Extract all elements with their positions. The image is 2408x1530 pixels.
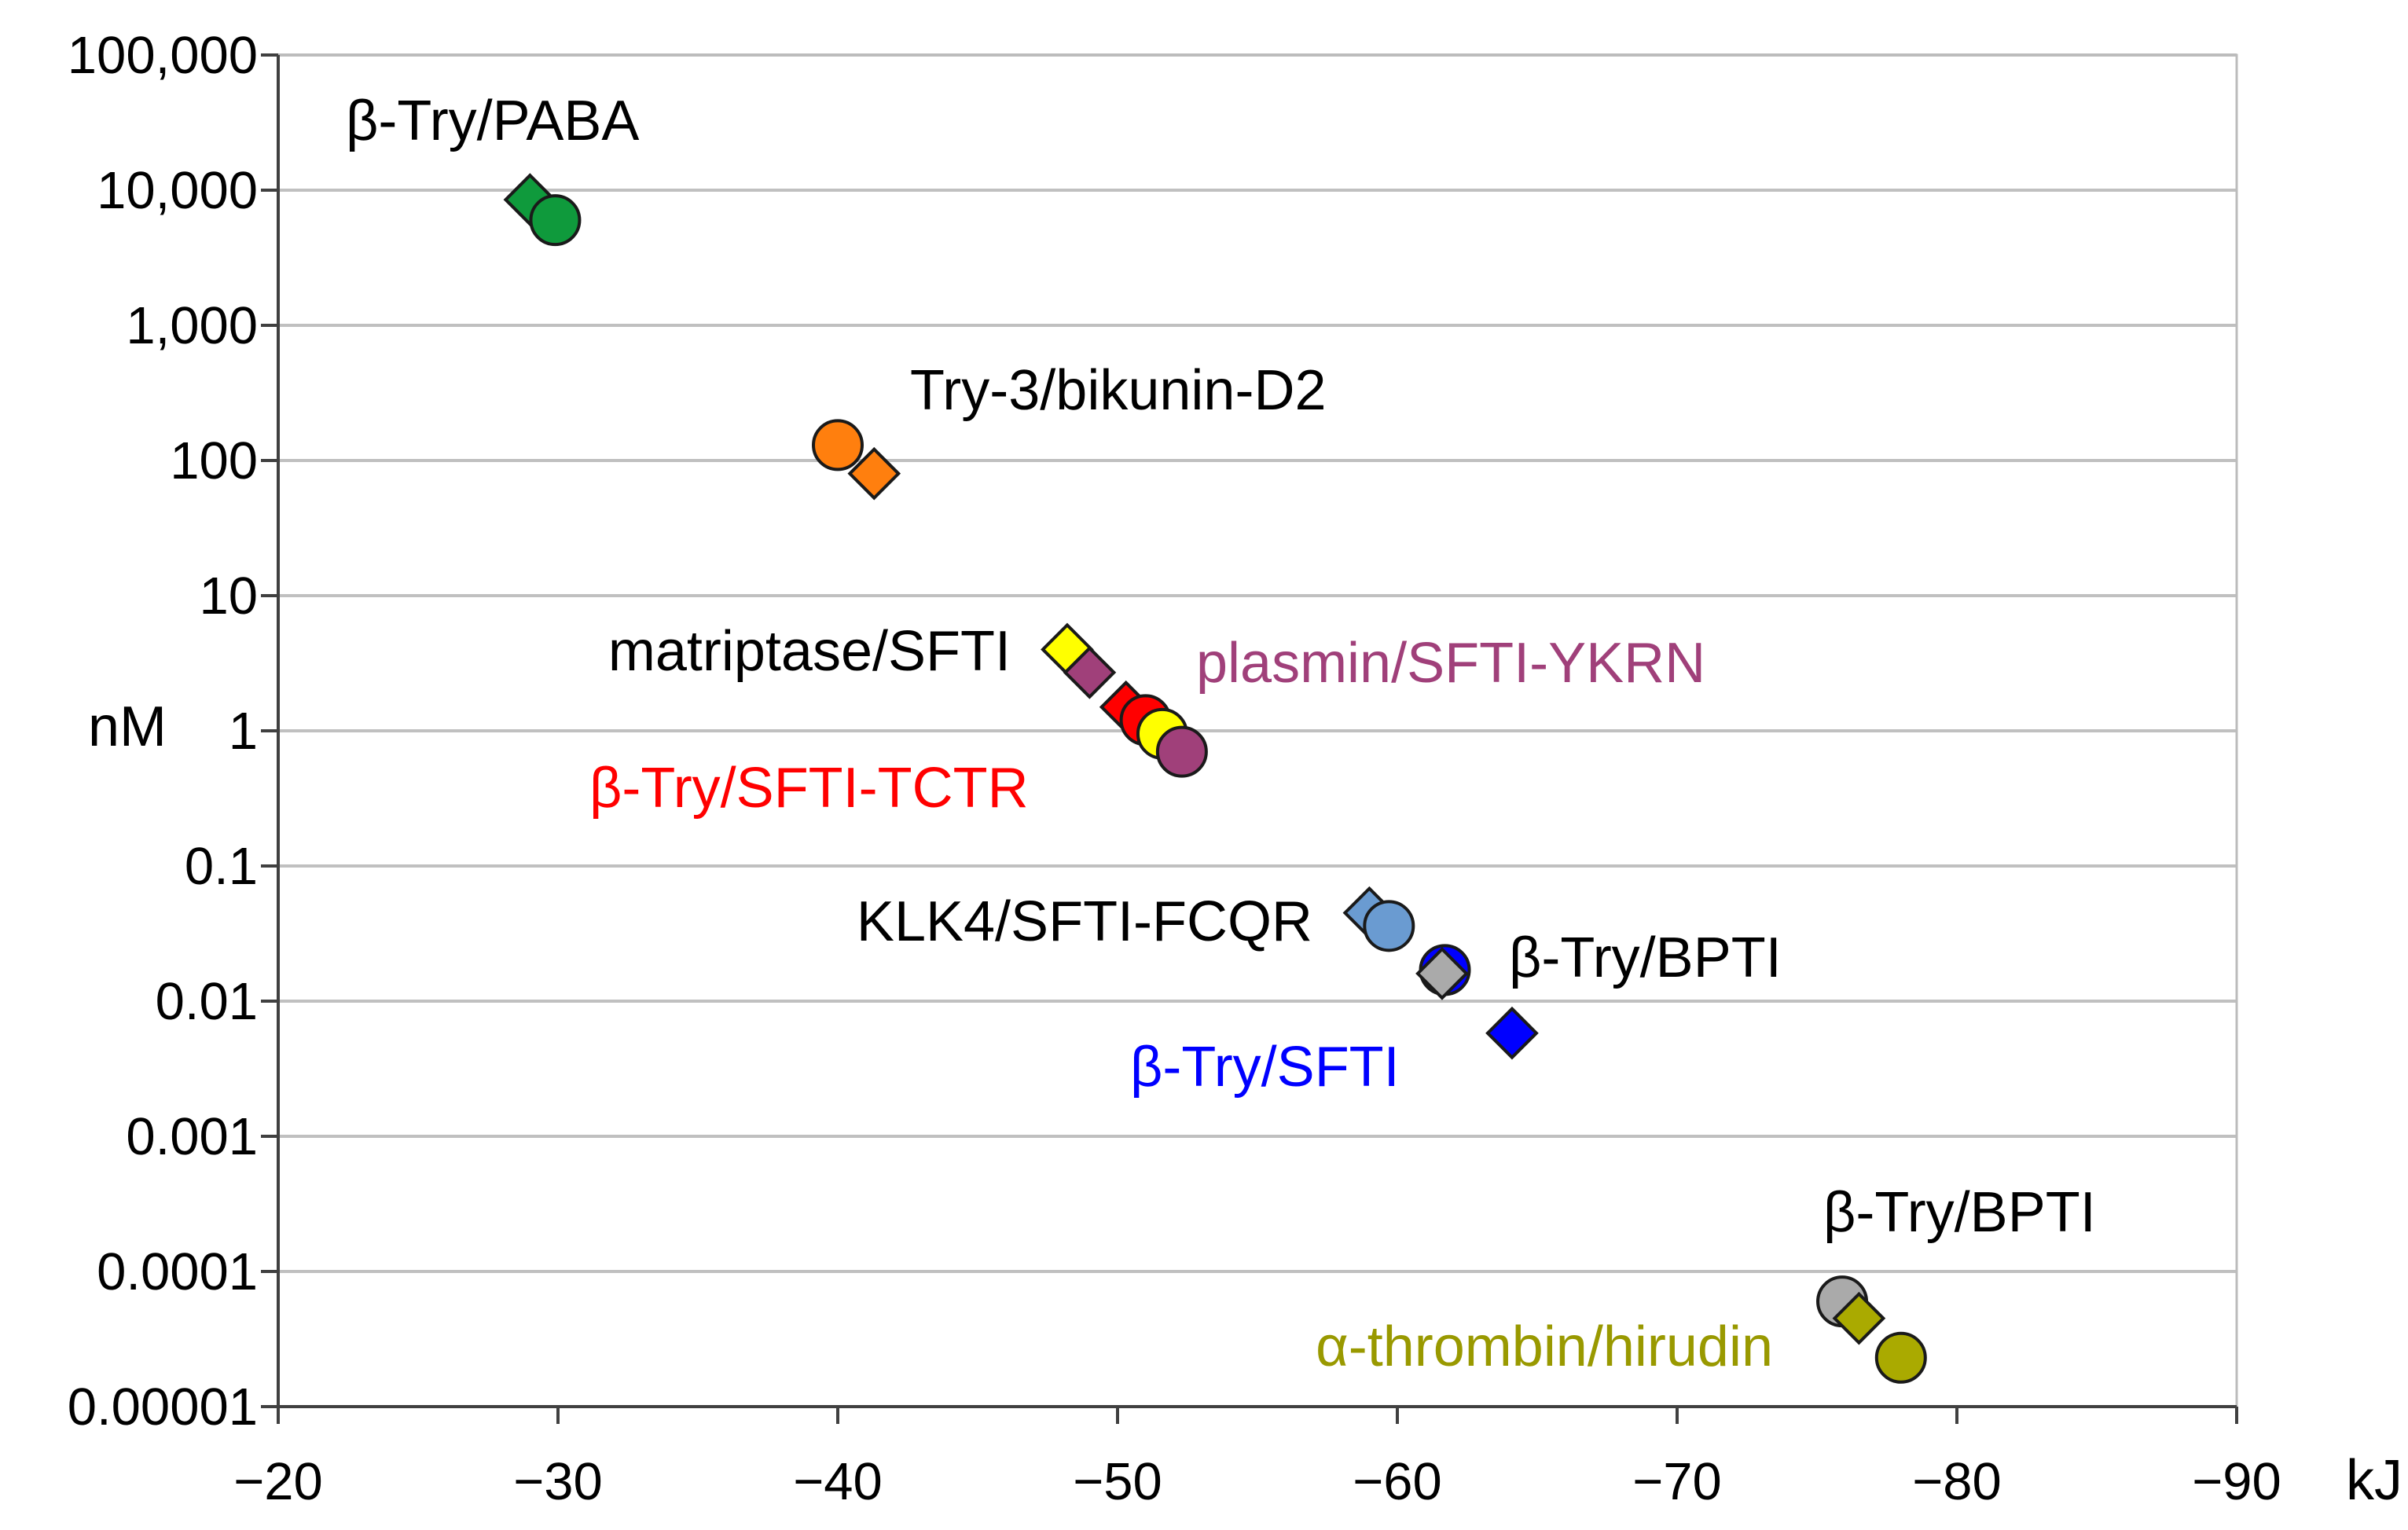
y-tick-label: 10,000 [97, 161, 258, 220]
y-tick-label: 1 [229, 702, 258, 761]
annotation-label: β-Try/BPTI [1823, 1181, 2096, 1244]
annotation-label: β-Try/BPTI [1509, 926, 1782, 989]
x-tick-label: −40 [793, 1452, 883, 1511]
x-tick-label: −60 [1353, 1452, 1442, 1511]
data-point-circle [1155, 725, 1208, 778]
annotations: β-Try/PABA Try-3/bikunin-D2 matriptase/SFT… [346, 90, 2096, 1378]
annotation-label: β-Try/SFTI [1130, 1036, 1400, 1099]
y-tick-label: 10 [199, 567, 258, 626]
x-tick-label: −50 [1073, 1452, 1162, 1511]
data-point-diamond [1832, 1291, 1886, 1345]
data-point-diamond [1415, 947, 1469, 1000]
x-tick-label: −30 [513, 1452, 603, 1511]
x-tick-label: −20 [233, 1452, 323, 1511]
y-axis-label: nM [88, 695, 167, 758]
y-tick-labels: 100,000 10,000 1,000 100 10 1 0.1 0.01 0.001 0.00… [68, 26, 278, 1436]
y-tick-label: 0.01 [156, 972, 258, 1031]
y-tick-label: 1,000 [126, 296, 258, 355]
annotation-label: β-Try/PABA [346, 90, 639, 152]
y-tick-label: 100,000 [68, 26, 258, 85]
grid-lines [278, 53, 2237, 1273]
annotation-label: Try-3/bikunin-D2 [910, 359, 1327, 422]
data-point-circle [812, 419, 864, 471]
x-tick-label: −90 [2192, 1452, 2281, 1511]
y-tick-label: 0.1 [185, 837, 258, 896]
data-points [503, 173, 1927, 1384]
data-point-diamond [847, 446, 901, 501]
data-point-circle [529, 194, 582, 247]
x-axis-label: kJ [2346, 1449, 2402, 1512]
data-point-diamond [1485, 1006, 1539, 1060]
annotation-label: matriptase/SFTI [608, 620, 1011, 683]
y-tick-label: 0.001 [126, 1107, 258, 1166]
data-point-diamond [1063, 645, 1117, 699]
annotation-label: α-thrombin/hirudin [1316, 1315, 1773, 1378]
y-tick-label: 0.0001 [97, 1242, 258, 1301]
y-tick-label: 0.00001 [68, 1378, 258, 1436]
x-tick-labels: −20 −30 −40 −50 −60 −70 −80 −90 [233, 1407, 2281, 1511]
x-tick-label: −70 [1632, 1452, 1722, 1511]
y-tick-label: 100 [170, 431, 258, 490]
annotation-label: KLK4/SFTI-FCQR [857, 890, 1312, 953]
x-tick-label: −80 [1912, 1452, 2002, 1511]
annotation-label: plasmin/SFTI-YKRN [1196, 632, 1705, 695]
data-point-circle [1874, 1331, 1927, 1384]
data-point-circle [1363, 900, 1415, 952]
annotation-label: β-Try/SFTI-TCTR [589, 757, 1029, 820]
